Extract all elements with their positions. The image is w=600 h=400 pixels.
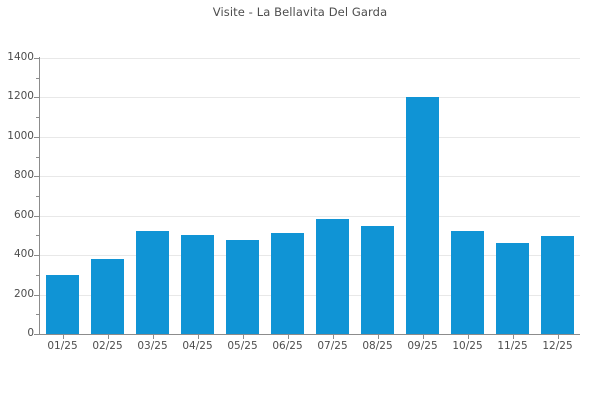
y-axis-tick <box>34 97 39 99</box>
x-axis-tick <box>197 335 199 339</box>
x-axis-tick-label: 12/25 <box>542 340 573 352</box>
x-axis-tick <box>467 335 469 339</box>
bar[interactable] <box>91 259 124 334</box>
gridline <box>40 255 580 257</box>
bar[interactable] <box>496 243 529 334</box>
x-axis-tick <box>62 335 64 339</box>
x-axis-tick-label: 05/25 <box>227 340 258 352</box>
gridline <box>40 136 580 138</box>
y-axis-tick-label: 800 <box>13 169 34 182</box>
bar[interactable] <box>226 239 259 334</box>
y-axis-minor-tick <box>36 117 39 119</box>
bar[interactable] <box>406 96 439 334</box>
x-axis-tick-label: 07/25 <box>317 340 348 352</box>
x-axis-tick-label: 09/25 <box>407 340 438 352</box>
y-axis-tick <box>34 334 39 335</box>
y-axis-tick <box>34 255 39 257</box>
y-axis-minor-tick <box>36 235 39 237</box>
y-axis-tick-label: 600 <box>13 208 34 221</box>
y-axis-minor-tick <box>36 196 39 197</box>
bar[interactable] <box>271 232 304 334</box>
x-axis-line <box>39 334 580 335</box>
x-axis-tick-label: 08/25 <box>362 340 393 352</box>
x-axis-tick-label: 06/25 <box>272 340 303 352</box>
x-axis-tick <box>512 335 514 339</box>
y-axis-tick <box>34 136 39 138</box>
y-axis-tick-label: 1200 <box>7 90 34 103</box>
x-axis-tick-label: 04/25 <box>182 340 213 352</box>
y-axis-minor-tick <box>36 156 39 158</box>
y-axis-tick <box>34 176 39 178</box>
bar[interactable] <box>451 230 484 334</box>
bar[interactable] <box>181 234 214 334</box>
x-axis-tick <box>107 335 109 339</box>
gridline <box>40 176 580 178</box>
x-axis-tick-label: 03/25 <box>137 340 168 352</box>
x-axis-tick <box>422 335 424 339</box>
plot-area <box>40 58 580 334</box>
gridline <box>40 58 580 59</box>
y-axis-minor-tick <box>36 77 39 79</box>
y-axis-tick-label: 1000 <box>7 129 34 142</box>
x-axis-tick <box>332 335 334 339</box>
y-axis-minor-tick <box>36 314 39 316</box>
y-axis-tick <box>34 58 39 59</box>
gridline <box>40 215 580 217</box>
y-axis-tick-label: 200 <box>13 287 34 300</box>
x-axis-tick <box>242 335 244 339</box>
y-axis-tick <box>34 215 39 217</box>
x-axis-tick-label: 11/25 <box>497 340 528 352</box>
gridline <box>40 97 580 99</box>
y-axis-minor-tick <box>36 274 39 276</box>
x-axis-tick <box>377 335 379 339</box>
gridline <box>40 294 580 296</box>
y-axis-tick-label: 1400 <box>7 51 34 63</box>
bar[interactable] <box>541 236 574 334</box>
x-axis-tick-label: 01/25 <box>47 340 78 352</box>
bar[interactable] <box>46 274 79 334</box>
y-axis-tick <box>34 294 39 296</box>
y-axis-line <box>39 57 40 335</box>
chart-title: Visite - La Bellavita Del Garda <box>212 5 388 19</box>
x-axis-tick-label: 02/25 <box>92 340 123 352</box>
x-axis-tick <box>152 335 154 339</box>
bar[interactable] <box>316 218 349 334</box>
x-axis-tick <box>287 335 289 339</box>
x-axis-tick <box>557 335 559 339</box>
bar[interactable] <box>361 225 394 334</box>
y-axis-tick-label: 0 <box>27 327 34 339</box>
bar[interactable] <box>136 230 169 334</box>
y-axis-tick-label: 400 <box>13 248 34 261</box>
x-axis-tick-label: 10/25 <box>452 340 483 352</box>
